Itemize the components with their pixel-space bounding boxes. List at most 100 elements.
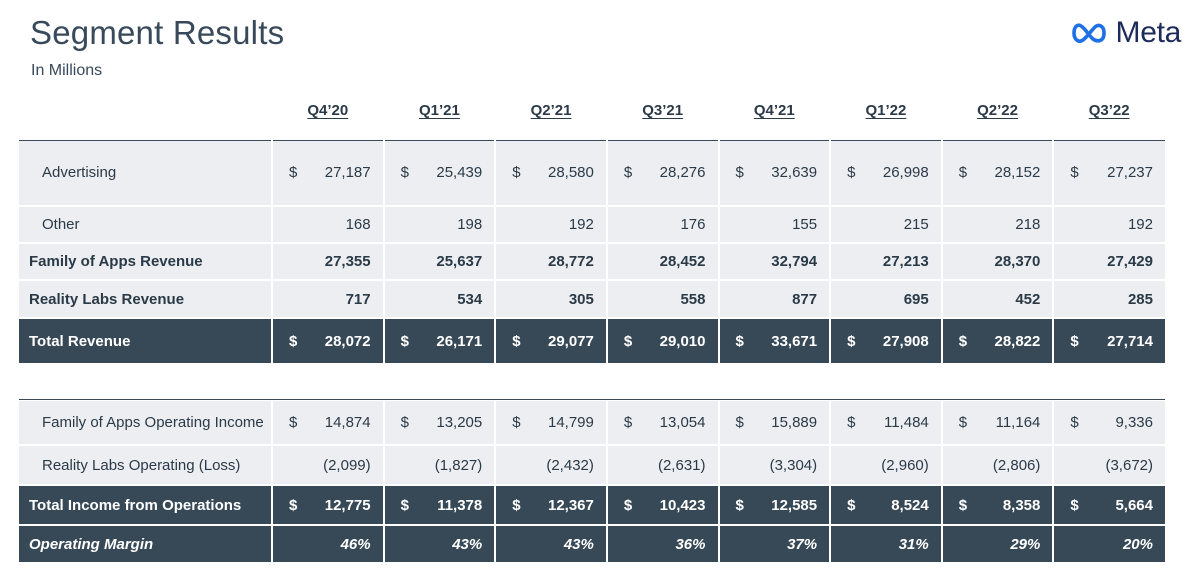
cell-value: 168 <box>345 216 371 233</box>
table-cell: 43% <box>383 525 497 564</box>
currency-symbol: $ <box>289 414 298 431</box>
cell-value: 26,998 <box>882 164 929 182</box>
cell-value: (2,960) <box>881 456 929 474</box>
cell-value: 28,072 <box>324 332 371 350</box>
table-cell: $27,237 <box>1053 140 1165 207</box>
currency-symbol: $ <box>735 332 744 350</box>
cell-value: 13,054 <box>659 414 706 431</box>
table-cell: 176 <box>606 206 720 244</box>
row-label: Operating Margin <box>19 525 273 564</box>
cell-value: (3,304) <box>769 456 818 474</box>
cell-value: 695 <box>903 290 929 308</box>
cell-value: 37% <box>787 535 818 553</box>
cell-value: 33,671 <box>771 332 818 350</box>
table-cell: 28,772 <box>495 243 608 281</box>
cell-value: 12,585 <box>771 496 818 514</box>
cell-value: 25,637 <box>436 253 483 270</box>
currency-symbol: $ <box>847 414 856 431</box>
meta-logo-text: Meta <box>1115 16 1182 49</box>
currency-symbol: $ <box>289 164 298 182</box>
cell-value: 192 <box>1127 216 1153 233</box>
column-header: Q4’20 <box>307 102 349 119</box>
currency-symbol: $ <box>512 414 521 431</box>
cell-value: 12,775 <box>324 496 371 514</box>
cell-value: 28,276 <box>659 164 706 182</box>
currency-symbol: $ <box>958 164 968 182</box>
table-cell: $33,671 <box>718 318 832 365</box>
cell-value: (1,827) <box>434 456 483 474</box>
table-cell: (1,827) <box>383 445 497 486</box>
table-cell: $28,822 <box>941 318 1055 365</box>
cell-value: 28,152 <box>994 164 1041 182</box>
currency-symbol: $ <box>847 164 856 182</box>
table-cell: 198 <box>383 206 497 244</box>
table-cell: (3,304) <box>718 445 832 486</box>
table-cell: 27,429 <box>1053 243 1165 281</box>
row-label: Reality Labs Revenue <box>19 280 273 319</box>
header-row: Q4’20 Q1’21 Q2’21 Q3’21 Q4’21 Q1’22 Q2’2… <box>19 98 1165 126</box>
cell-value: 27,355 <box>324 253 371 270</box>
table-cell: $5,664 <box>1053 485 1165 526</box>
table-cell: 31% <box>830 525 943 564</box>
row-other: Other 168 198 192 176 155 215 218 192 <box>19 206 1165 244</box>
table-cell: $10,423 <box>606 485 720 526</box>
cell-value: 28,452 <box>659 253 706 270</box>
table-cell: $12,775 <box>272 485 385 526</box>
currency-symbol: $ <box>1070 332 1079 350</box>
cell-value: 558 <box>680 290 706 308</box>
cell-value: (2,631) <box>657 456 706 474</box>
currency-symbol: $ <box>958 332 968 350</box>
currency-symbol: $ <box>735 164 744 182</box>
table-cell: 20% <box>1053 525 1165 564</box>
cell-value: (2,432) <box>546 456 594 474</box>
table-cell: (2,806) <box>941 445 1055 486</box>
table-cell: $28,276 <box>606 140 720 207</box>
cell-value: 155 <box>792 216 818 233</box>
page-subtitle: In Millions <box>31 62 103 79</box>
cell-value: 14,874 <box>324 414 371 431</box>
column-header: Q1’21 <box>419 102 460 119</box>
column-header: Q3’21 <box>642 102 684 119</box>
cell-value: 28,822 <box>994 332 1041 350</box>
currency-symbol: $ <box>958 496 968 514</box>
table-cell: 28,370 <box>941 243 1055 281</box>
cell-value: 31% <box>898 535 929 553</box>
currency-symbol: $ <box>623 332 633 350</box>
table-cell: 877 <box>718 280 832 319</box>
cell-value: (2,099) <box>323 456 371 474</box>
table-cell: $14,799 <box>495 401 608 446</box>
table-cell: 218 <box>941 206 1055 244</box>
table-cell: (3,672) <box>1053 445 1165 486</box>
table-cell: $11,484 <box>830 401 943 446</box>
table-cell: $26,998 <box>830 140 943 207</box>
table-cell: 43% <box>495 525 608 564</box>
cell-value: 29,077 <box>547 332 594 350</box>
table-cell: 46% <box>272 525 385 564</box>
currency-symbol: $ <box>958 414 968 431</box>
row-label: Family of Apps Operating Income <box>19 401 273 446</box>
cell-value: 9,336 <box>1115 414 1153 431</box>
row-label: Family of Apps Revenue <box>19 243 273 281</box>
currency-symbol: $ <box>623 496 633 514</box>
row-family-of-apps-operating-income: Family of Apps Operating Income $14,874 $1… <box>19 401 1165 446</box>
table-cell: $27,714 <box>1053 318 1165 365</box>
cell-value: 28,772 <box>547 253 594 270</box>
currency-symbol: $ <box>400 164 409 182</box>
row-label: Advertising <box>19 140 273 207</box>
table-cell: 27,213 <box>830 243 943 281</box>
row-label: Total Revenue <box>19 318 273 365</box>
cell-value: 27,908 <box>882 332 929 350</box>
page-title: Segment Results <box>30 14 285 51</box>
cell-value: 27,714 <box>1107 332 1153 350</box>
table-cell: 215 <box>830 206 943 244</box>
column-header: Q2’22 <box>977 102 1018 119</box>
cell-value: 15,889 <box>771 414 818 431</box>
cell-value: 43% <box>563 535 594 553</box>
cell-value: 32,794 <box>771 253 818 270</box>
table-cell: $15,889 <box>718 401 832 446</box>
row-total-income-from-operations: Total Income from Operations $12,775 $11,3… <box>19 485 1165 526</box>
meta-logo: Meta <box>1068 16 1182 50</box>
table-cell: 32,794 <box>718 243 832 281</box>
row-label: Other <box>19 206 273 244</box>
cell-value: 43% <box>452 535 483 553</box>
